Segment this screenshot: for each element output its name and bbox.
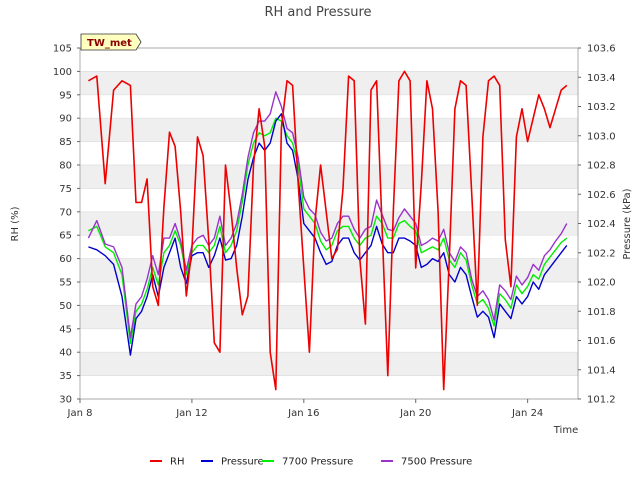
badge-shape [80,33,142,51]
y-right-tick-label: 102.4 [587,219,616,230]
y-right-tick-label: 101.8 [587,307,616,318]
legend-label-pressure: Pressure [221,457,264,468]
x-tick-label: Jan 12 [175,408,207,419]
plot-band [80,118,578,142]
y-left-tick-label: 50 [59,301,72,312]
y-left-tick-label: 90 [59,114,72,125]
y-left-tick-label: 85 [59,137,72,148]
y-right-tick-label: 103.2 [587,102,616,113]
legend-label-7500-pressure: 7500 Pressure [401,457,472,468]
y-right-tick-label: 102.8 [587,161,616,172]
series-line-7500-pressure [87,91,568,339]
y-left-tick-label: 105 [53,44,72,55]
station-badge: TW_met [80,33,142,51]
x-tick-label: Jan 24 [511,408,543,419]
y-left-tick-label: 80 [59,161,72,172]
y-right-tick-label: 102.0 [587,278,616,289]
y-right-tick-label: 101.6 [587,336,616,347]
x-axis-label: Time [553,425,578,436]
x-tick-label: Jan 8 [67,408,93,419]
badge-label: TW_met [87,38,132,49]
y-left-tick-label: 100 [53,67,72,78]
y-right-tick-label: 103.6 [587,44,616,55]
legend-label-7700-pressure: 7700 Pressure [282,457,353,468]
x-tick-label: Jan 16 [287,408,319,419]
series-layer [87,70,568,391]
legend-label-rh: RH [170,457,184,468]
x-tick-label: Jan 20 [399,408,431,419]
y-left-axis-label: RH (%) [10,206,21,241]
y-left-tick-label: 75 [59,184,72,195]
legend: RH Pressure 7700 Pressure 7500 Pressure [150,457,472,468]
y-right-tick-label: 101.2 [587,395,616,406]
y-right-tick-label: 102.6 [587,190,616,201]
y-left-tick-label: 65 [59,231,72,242]
x-axis-ticks: Jan 8 Jan 12 Jan 16 Jan 20 Jan 24 [67,399,543,419]
y-left-axis-ticks: 30 35 40 45 50 55 60 65 70 75 80 85 90 95 100 105 [53,44,80,406]
y-left-tick-label: 95 [59,90,72,101]
y-right-tick-label: 102.2 [587,248,616,259]
y-left-tick-label: 30 [59,395,72,406]
y-left-tick-label: 70 [59,207,72,218]
y-right-tick-label: 101.4 [587,365,616,376]
y-right-tick-label: 103.0 [587,131,616,142]
plot-band [80,211,578,236]
series-line-rh [88,70,568,391]
y-right-tick-label: 103.4 [587,73,616,84]
y-left-tick-label: 55 [59,278,72,289]
y-left-tick-label: 60 [59,254,72,265]
y-left-tick-label: 40 [59,348,72,359]
y-right-axis-ticks: 101.2 101.4 101.6 101.8 102.0 102.2 102.4 102.6… [578,44,616,406]
plot-bands [80,71,578,376]
plot-band [80,71,578,95]
series-line-7700-pressure [88,117,568,345]
y-right-axis-label: Pressure (kPa) [622,188,633,259]
y-left-tick-label: 45 [59,324,72,335]
plot-band [80,305,578,329]
plot-band [80,352,578,376]
y-left-tick-label: 35 [59,371,72,382]
chart-title: RH and Pressure [264,5,371,20]
